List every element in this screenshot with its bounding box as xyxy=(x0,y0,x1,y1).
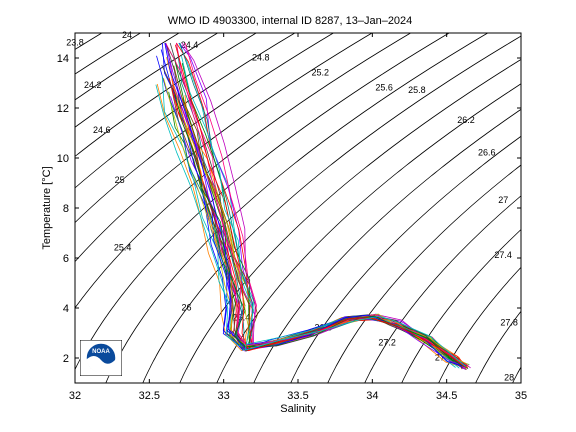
x-tick-label: 32 xyxy=(69,390,81,402)
x-tick-label: 33.5 xyxy=(287,390,308,402)
chart-title: WMO ID 4903300, internal ID 8287, 13–Jan… xyxy=(168,15,413,27)
isopycnal-line xyxy=(75,33,219,128)
isopycnal-label: 25.8 xyxy=(408,85,426,95)
isopycnal-label: 24.8 xyxy=(252,53,270,63)
isopycnal-line xyxy=(75,33,412,309)
isopycnal-label: 24.4 xyxy=(181,40,199,50)
isopycnal-label: 27.2 xyxy=(378,338,396,348)
isopycnal-label: 25 xyxy=(115,175,125,185)
y-tick-label: 2 xyxy=(63,353,69,365)
isopycnal-line xyxy=(401,229,521,383)
profile-line xyxy=(181,42,467,370)
y-tick-label: 8 xyxy=(63,203,69,215)
isopycnal-label: 26.6 xyxy=(478,148,496,158)
isopycnal-label: 26 xyxy=(181,303,191,313)
profile-line xyxy=(174,94,469,370)
noaa-logo-text: NOAA xyxy=(92,349,110,355)
profile-line xyxy=(176,42,465,368)
isopycnal-label: 25.4 xyxy=(114,243,132,253)
profile-line xyxy=(178,42,465,370)
profile-line xyxy=(181,56,466,367)
isopycnal-line xyxy=(327,164,521,383)
y-tick-label: 14 xyxy=(57,53,69,65)
isopycnal-line xyxy=(216,83,521,383)
x-tick-label: 34.5 xyxy=(436,390,457,402)
isopycnal-label: 24 xyxy=(122,30,132,40)
isopycnal-line xyxy=(75,33,296,189)
y-axis: 2 4 6 8 10 12 14 xyxy=(57,53,521,365)
isopycnal-line xyxy=(253,108,521,383)
x-axis-title: Salinity xyxy=(280,403,316,415)
isopycnal-label: 27.4 xyxy=(494,250,512,260)
isopycnal-label: 25.2 xyxy=(312,68,330,78)
x-tick-label: 32.5 xyxy=(139,390,160,402)
profile-series xyxy=(155,42,471,371)
isopycnal-label: 24.6 xyxy=(93,125,111,135)
isopycnal-line xyxy=(438,266,521,383)
y-tick-label: 10 xyxy=(57,153,69,165)
isopycnal-line xyxy=(75,33,335,224)
isopycnal-line xyxy=(364,195,521,383)
profile-line xyxy=(181,62,466,368)
isopycnal-line xyxy=(105,33,489,383)
isopycnal-label: 25.6 xyxy=(375,83,393,93)
isopycnal-line xyxy=(142,35,521,383)
isopycnal-line xyxy=(179,58,521,383)
isopycnal-line xyxy=(75,33,450,371)
isopycnal-line xyxy=(75,33,180,101)
x-tick-label: 33 xyxy=(218,390,230,402)
isopycnal-label: 28 xyxy=(504,373,514,383)
isopycnal-line xyxy=(75,33,373,263)
x-tick-label: 34 xyxy=(366,390,378,402)
isopycnal-label: 24.2 xyxy=(84,80,102,90)
profile-line xyxy=(174,44,466,368)
x-axis: 32 32.5 33 33.5 34 34.5 35 xyxy=(69,33,527,402)
noaa-logo: NOAA xyxy=(79,339,123,377)
y-tick-label: 6 xyxy=(63,253,69,265)
y-tick-label: 4 xyxy=(63,303,69,315)
isopycnal-label: 26.2 xyxy=(457,115,475,125)
y-axis-title: Temperature [°C] xyxy=(41,166,53,249)
isopycnal-label: 27.8 xyxy=(500,318,518,328)
plot-area xyxy=(75,33,521,383)
isopycnal-label: 26.4 xyxy=(233,313,251,323)
isopycnal-line xyxy=(475,310,521,383)
x-tick-label: 35 xyxy=(515,390,527,402)
y-tick-label: 12 xyxy=(57,103,69,115)
isopycnal-label: 27 xyxy=(498,195,508,205)
noaa-emblem-icon: NOAA xyxy=(79,339,123,377)
